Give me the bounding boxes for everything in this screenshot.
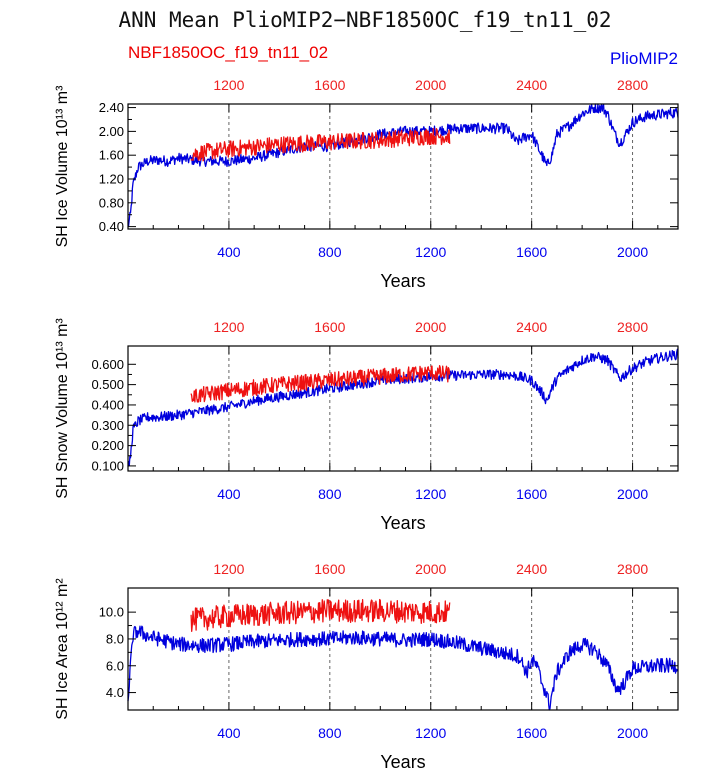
- xtick-label-bottom: 400: [217, 244, 241, 260]
- xtick-label-top: 2000: [415, 561, 446, 577]
- x-axis-label: Years: [380, 271, 425, 291]
- xtick-label-bottom: 800: [318, 244, 342, 260]
- xtick-label-top: 2800: [617, 561, 648, 577]
- ytick-label: 0.600: [91, 357, 124, 372]
- xtick-label-bottom: 1600: [516, 244, 547, 260]
- ytick-label: 0.40: [99, 219, 124, 234]
- y-axis-label: SH Snow Volume 10¹³ m³: [54, 318, 71, 499]
- ytick-label: 0.100: [91, 458, 124, 473]
- ytick-label: 1.60: [99, 148, 124, 163]
- panel-2: 0.100 0.200 0.300 0.400 0.500 0.600 400 800 1200…: [54, 318, 679, 533]
- xtick-label-top: 2800: [617, 77, 648, 93]
- series-line-red: [190, 127, 451, 162]
- y-axis-label: SH Ice Area 10¹² m²: [54, 578, 71, 720]
- xtick-label-top: 2000: [415, 77, 446, 93]
- xtick-label-top: 1600: [314, 319, 345, 335]
- ytick-label: 8.0: [106, 631, 124, 646]
- xtick-label-bottom: 400: [217, 725, 241, 741]
- xtick-label-top: 1600: [314, 77, 345, 93]
- x-axis-label: Years: [380, 752, 425, 772]
- ytick-label: 1.20: [99, 172, 124, 187]
- y-axis-label: SH Ice Volume 10¹³ m³: [54, 85, 71, 248]
- xtick-label-top: 1200: [213, 319, 244, 335]
- xtick-label-top: 2400: [516, 319, 547, 335]
- series-line-blue: [127, 348, 679, 467]
- xtick-label-bottom: 800: [318, 486, 342, 502]
- x-axis-label: Years: [380, 513, 425, 533]
- xtick-label-bottom: 2000: [617, 486, 648, 502]
- series-line-blue: [127, 625, 679, 711]
- xtick-label-top: 2000: [415, 319, 446, 335]
- plot-frame: [127, 587, 679, 711]
- ytick-label: 6.0: [106, 658, 124, 673]
- ytick-label: 0.500: [91, 377, 124, 392]
- ytick-label: 0.300: [91, 418, 124, 433]
- plot-frame: [127, 103, 679, 230]
- ytick-label: 0.200: [91, 438, 124, 453]
- xtick-label-bottom: 400: [217, 486, 241, 502]
- xtick-label-bottom: 2000: [617, 725, 648, 741]
- series-line-red: [190, 598, 451, 632]
- xtick-label-top: 2800: [617, 319, 648, 335]
- xtick-label-top: 1200: [213, 77, 244, 93]
- panel-3: 4.0 6.0 8.0 10.0 400 800 1200 1600 2000 1200 1600 2…: [54, 561, 679, 772]
- ytick-label: 10.0: [99, 605, 124, 620]
- xtick-label-top: 2400: [516, 561, 547, 577]
- ytick-label: 2.40: [99, 100, 124, 115]
- ytick-label: 4.0: [106, 685, 124, 700]
- xtick-label-bottom: 1600: [516, 486, 547, 502]
- ytick-label: 0.80: [99, 195, 124, 210]
- xtick-label-bottom: 800: [318, 725, 342, 741]
- xtick-label-bottom: 1200: [415, 486, 446, 502]
- xtick-label-top: 1600: [314, 561, 345, 577]
- legend-blue-label: PlioMIP2: [610, 49, 678, 68]
- xtick-label-bottom: 1200: [415, 244, 446, 260]
- plot-frame: [127, 345, 679, 472]
- series-line-red: [190, 364, 451, 403]
- xtick-label-bottom: 1200: [415, 725, 446, 741]
- series-line-blue: [127, 103, 679, 227]
- xtick-label-top: 2400: [516, 77, 547, 93]
- ytick-label: 2.00: [99, 124, 124, 139]
- legend-red-label: NBF1850OC_f19_tn11_02: [128, 43, 328, 62]
- panel-1: 0.40 0.80 1.20 1.60 2.00 2.40 400 800 1200 1600 20…: [54, 77, 679, 291]
- xtick-label-top: 1200: [213, 561, 244, 577]
- ytick-label: 0.400: [91, 397, 124, 412]
- xtick-label-bottom: 2000: [617, 244, 648, 260]
- chart-title: ANN Mean PlioMIP2−NBF1850OC_f19_tn11_02: [118, 8, 611, 32]
- xtick-label-bottom: 1600: [516, 725, 547, 741]
- panels: 0.40 0.80 1.20 1.60 2.00 2.40 400 800 1200 1600 20…: [54, 77, 679, 772]
